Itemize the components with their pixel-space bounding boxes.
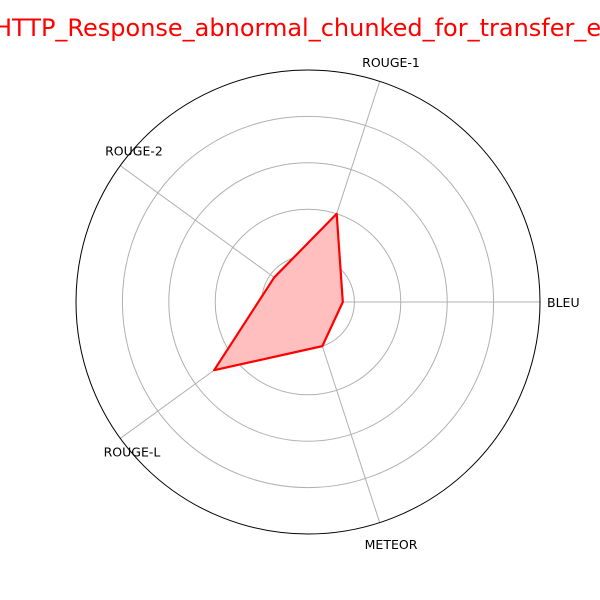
outer-circle	[75, 69, 541, 535]
axis-label-rouge-2: ROUGE-2	[105, 143, 163, 158]
axis-label-bleu: BLEU	[547, 295, 580, 310]
axis-label-meteor: METEOR	[365, 537, 418, 552]
axis-label-rouge-1: ROUGE-1	[362, 55, 420, 70]
chart-title: HTTP_Response_abnormal_chunked_for_trans…	[0, 14, 600, 42]
axis-label-rouge-l: ROUGE-L	[104, 445, 161, 460]
series-group	[213, 212, 344, 372]
axis-labels: BLEU ROUGE-1 ROUGE-2 ROUGE-L METEOR	[104, 55, 580, 552]
series-area	[213, 212, 344, 372]
